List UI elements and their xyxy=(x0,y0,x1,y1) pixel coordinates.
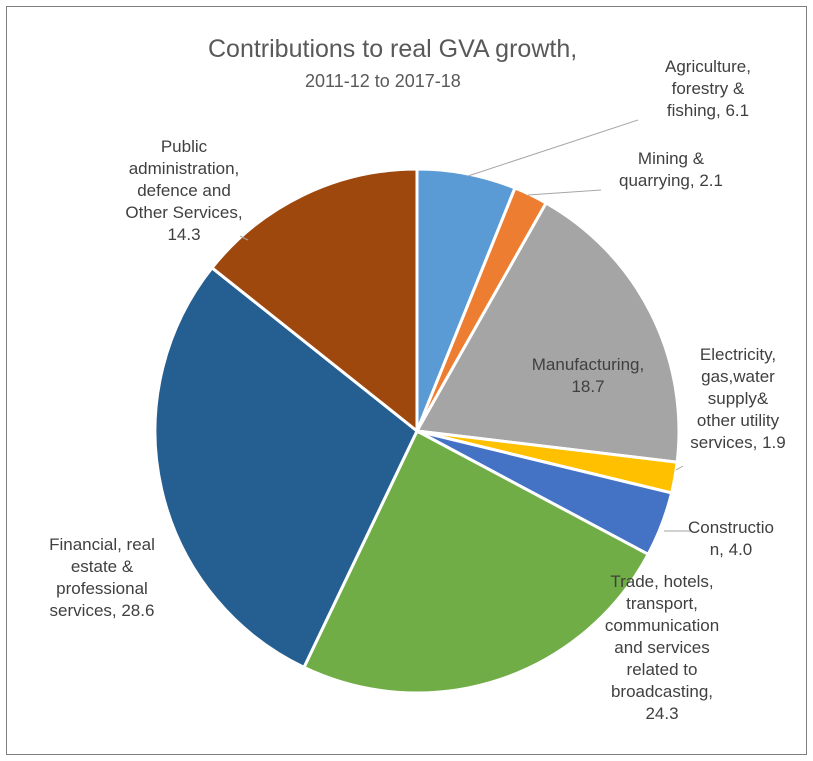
slice-label-line: Electricity, xyxy=(700,345,776,364)
slice-label-line: supply& xyxy=(708,389,769,408)
slice-label: Electricity, gas,water supply& other utilit… xyxy=(690,345,785,452)
slice-label-line: defence and xyxy=(137,181,231,200)
slice-label-line: 18.7 xyxy=(571,377,604,396)
slice-label-line: n, 4.0 xyxy=(710,540,753,559)
pie-slice xyxy=(414,200,681,464)
slice-label-line: Agriculture, xyxy=(665,57,751,76)
leader-line xyxy=(527,189,602,196)
pie-slice xyxy=(301,428,651,695)
slice-label-line: and services xyxy=(614,638,709,657)
slice-label-line: Other Services, xyxy=(125,203,242,222)
slice-label-line: Public xyxy=(161,137,208,156)
slice-label: Constructio n, 4.0 xyxy=(688,518,774,559)
slice-label-line: fishing, 6.1 xyxy=(667,101,749,120)
slice-label: Manufacturing, 18.7 xyxy=(532,355,644,396)
slice-label-line: services, 28.6 xyxy=(50,601,155,620)
slice-label: Mining & quarrying, 2.1 xyxy=(619,149,723,190)
pie-slice xyxy=(153,265,419,670)
slice-label-line: Trade, hotels, xyxy=(610,572,713,591)
chart-subtitle: 2011-12 to 2017-18 xyxy=(305,71,461,91)
slice-label-line: gas,water xyxy=(701,367,775,386)
slice-label: Public administration, defence and Other Se… xyxy=(125,137,242,244)
slice-label-line: communication xyxy=(605,616,719,635)
slice-label-line: services, 1.9 xyxy=(690,433,785,452)
slice-label: Agriculture, forestry & fishing, 6.1 xyxy=(665,57,751,120)
slice-label-line: 14.3 xyxy=(167,225,200,244)
slice-label-line: administration, xyxy=(129,159,240,178)
chart-title: Contributions to real GVA growth, xyxy=(208,35,578,63)
slice-label-line: professional xyxy=(56,579,148,598)
slice-label-line: forestry & xyxy=(672,79,745,98)
slice-label-line: Manufacturing, xyxy=(532,355,644,374)
slice-label-line: quarrying, 2.1 xyxy=(619,171,723,190)
slice-label-line: 24.3 xyxy=(645,704,678,723)
leader-line xyxy=(675,465,684,471)
pie-slice xyxy=(209,167,419,435)
slice-label-line: broadcasting, xyxy=(611,682,713,701)
slice-label-line: transport, xyxy=(626,594,698,613)
slice-label: Trade, hotels, transport, communication and… xyxy=(605,572,719,723)
leader-line xyxy=(239,235,249,241)
slice-label-line: Financial, real xyxy=(49,535,155,554)
slice-label: Financial, real estate & professional servi… xyxy=(49,535,155,620)
slice-label-line: related to xyxy=(627,660,698,679)
leader-line xyxy=(467,119,639,177)
slice-label-line: Mining & xyxy=(638,149,705,168)
slice-label-line: estate & xyxy=(71,557,134,576)
slice-label-line: Constructio xyxy=(688,518,774,537)
slice-label-line: other utility xyxy=(697,411,780,430)
